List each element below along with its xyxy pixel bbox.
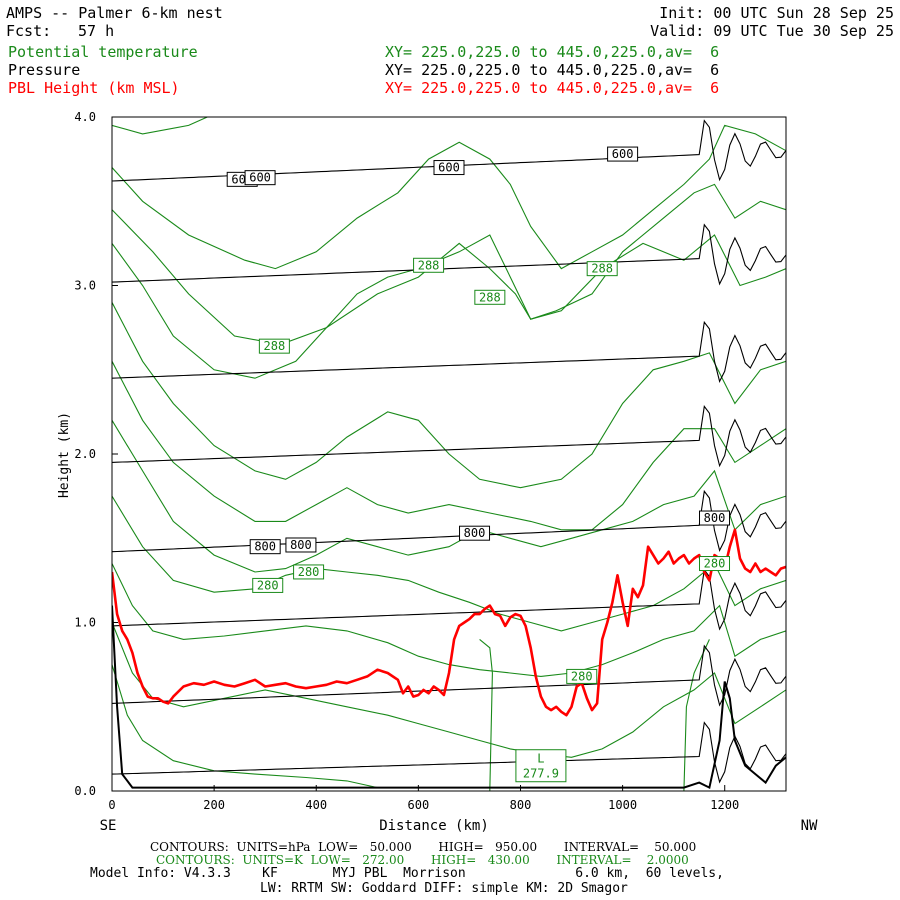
pressure-contour-800	[112, 489, 786, 553]
theta-contour	[683, 639, 710, 791]
field-xy-theta: XY= 225.0,225.0 to 445.0,225.0,av= 6	[385, 43, 720, 61]
field-xy-pbl: XY= 225.0,225.0 to 445.0,225.0,av= 6	[385, 79, 720, 97]
x-tick-label: 0	[108, 798, 115, 812]
x-left-end-label: SE	[100, 818, 117, 834]
x-tick-label: 200	[203, 798, 225, 812]
theta-contour	[112, 361, 786, 531]
theta-contour	[479, 638, 493, 791]
pressure-label: 800	[290, 538, 312, 552]
theta-contour	[112, 117, 209, 135]
low-marker-box	[515, 749, 567, 783]
theta-contour	[112, 563, 786, 677]
pressure-contour-750	[112, 405, 786, 468]
theta-label: 288	[479, 290, 501, 304]
field-name-pressure: Pressure	[8, 61, 81, 79]
pressure-contour-950	[112, 721, 786, 784]
theta-label-box	[474, 289, 506, 305]
pressure-label-box	[249, 539, 281, 555]
theta-contour-info: CONTOURS: UNITS=K LOW= 272.00 HIGH= 430.…	[156, 853, 689, 867]
pressure-label-box	[244, 170, 276, 186]
y-tick-label: 4.0	[74, 110, 96, 124]
x-right-end-label: NW	[801, 818, 818, 834]
low-marker-symbol: L	[537, 752, 544, 766]
pbl-height-line	[112, 528, 786, 717]
theta-contours	[112, 117, 786, 791]
pbl-height-series	[112, 528, 786, 717]
pressure-label-box	[607, 146, 639, 162]
pressure-contour-650	[112, 223, 786, 286]
field-name-pbl: PBL Height (km MSL)	[8, 79, 180, 97]
theta-label-box	[258, 338, 290, 354]
y-tick-label: 3.0	[74, 279, 96, 293]
valid-time: Valid: 09 UTC Tue 30 Sep 25	[650, 22, 894, 40]
x-tick-label: 400	[305, 798, 327, 812]
field-xy-pressure: XY= 225.0,225.0 to 445.0,225.0,av= 6	[385, 61, 720, 79]
x-tick-label: 1200	[710, 798, 739, 812]
terrain-lines	[112, 605, 786, 790]
pressure-label: 800	[464, 526, 486, 540]
pressure-label-box	[285, 537, 317, 553]
forecast-label: Fcst:	[6, 22, 52, 40]
y-tick-label: 0.0	[74, 784, 96, 798]
pressure-contour-700	[112, 320, 786, 383]
theta-label-box	[252, 577, 284, 593]
theta-label: 280	[704, 557, 726, 571]
theta-contour	[112, 622, 786, 758]
field-name-theta: Potential temperature	[8, 43, 198, 61]
pressure-label-box	[459, 525, 491, 541]
pressure-contour-850	[112, 568, 786, 631]
pressure-label: 800	[254, 540, 276, 554]
theta-label: 288	[418, 258, 440, 272]
theta-contour	[112, 302, 786, 489]
init-time: Init: 00 UTC Sun 28 Sep 25	[659, 4, 894, 22]
pressure-label: 600	[612, 147, 634, 161]
low-marker-value: 277.9	[523, 767, 559, 781]
y-tick-label: 1.0	[74, 616, 96, 630]
theta-label-box	[566, 668, 598, 684]
theta-label-box	[586, 261, 618, 277]
pressure-contour-900	[112, 644, 786, 707]
forecast-hours: 57 h	[78, 22, 115, 40]
axes: 0 200 400 600 800 1000 1200 0.0 1.0 2.0 3.0 4.0	[74, 110, 739, 812]
pressure-label: 600	[438, 161, 460, 175]
theta-contour	[112, 495, 786, 632]
theta-label: 288	[264, 339, 286, 353]
theta-label-box	[293, 564, 325, 580]
model-info-line-1: Model Info: V4.3.3 KF MYJ PBL Morrison 6…	[90, 866, 724, 881]
theta-label: 280	[571, 669, 593, 683]
pressure-label-box	[699, 510, 731, 526]
pressure-contour-info: CONTOURS: UNITS=hPa LOW= 50.000 HIGH= 95…	[150, 840, 697, 854]
theta-label: 280	[257, 578, 279, 592]
x-tick-label: 800	[510, 798, 532, 812]
theta-label-box	[413, 257, 445, 273]
x-axis-label: Distance (km)	[379, 818, 489, 834]
pressure-label: 800	[704, 511, 726, 525]
theta-label: 280	[298, 565, 320, 579]
theta-label-box	[699, 556, 731, 572]
theta-contour	[112, 420, 786, 573]
theta-contour	[112, 183, 786, 346]
y-tick-label: 2.0	[74, 447, 96, 461]
pressure-label-box	[433, 160, 465, 176]
x-tick-label: 600	[408, 798, 430, 812]
terrain-line	[112, 605, 786, 790]
pressure-label: 600	[249, 171, 271, 185]
theta-label: 288	[591, 262, 613, 276]
theta-contour	[112, 124, 786, 270]
model-title: AMPS -- Palmer 6-km nest	[6, 4, 223, 22]
x-tick-label: 1000	[608, 798, 637, 812]
model-info-line-2: LW: RRTM SW: Goddard DIFF: simple KM: 2D…	[260, 881, 628, 896]
y-axis-label: Height (km)	[57, 412, 72, 498]
